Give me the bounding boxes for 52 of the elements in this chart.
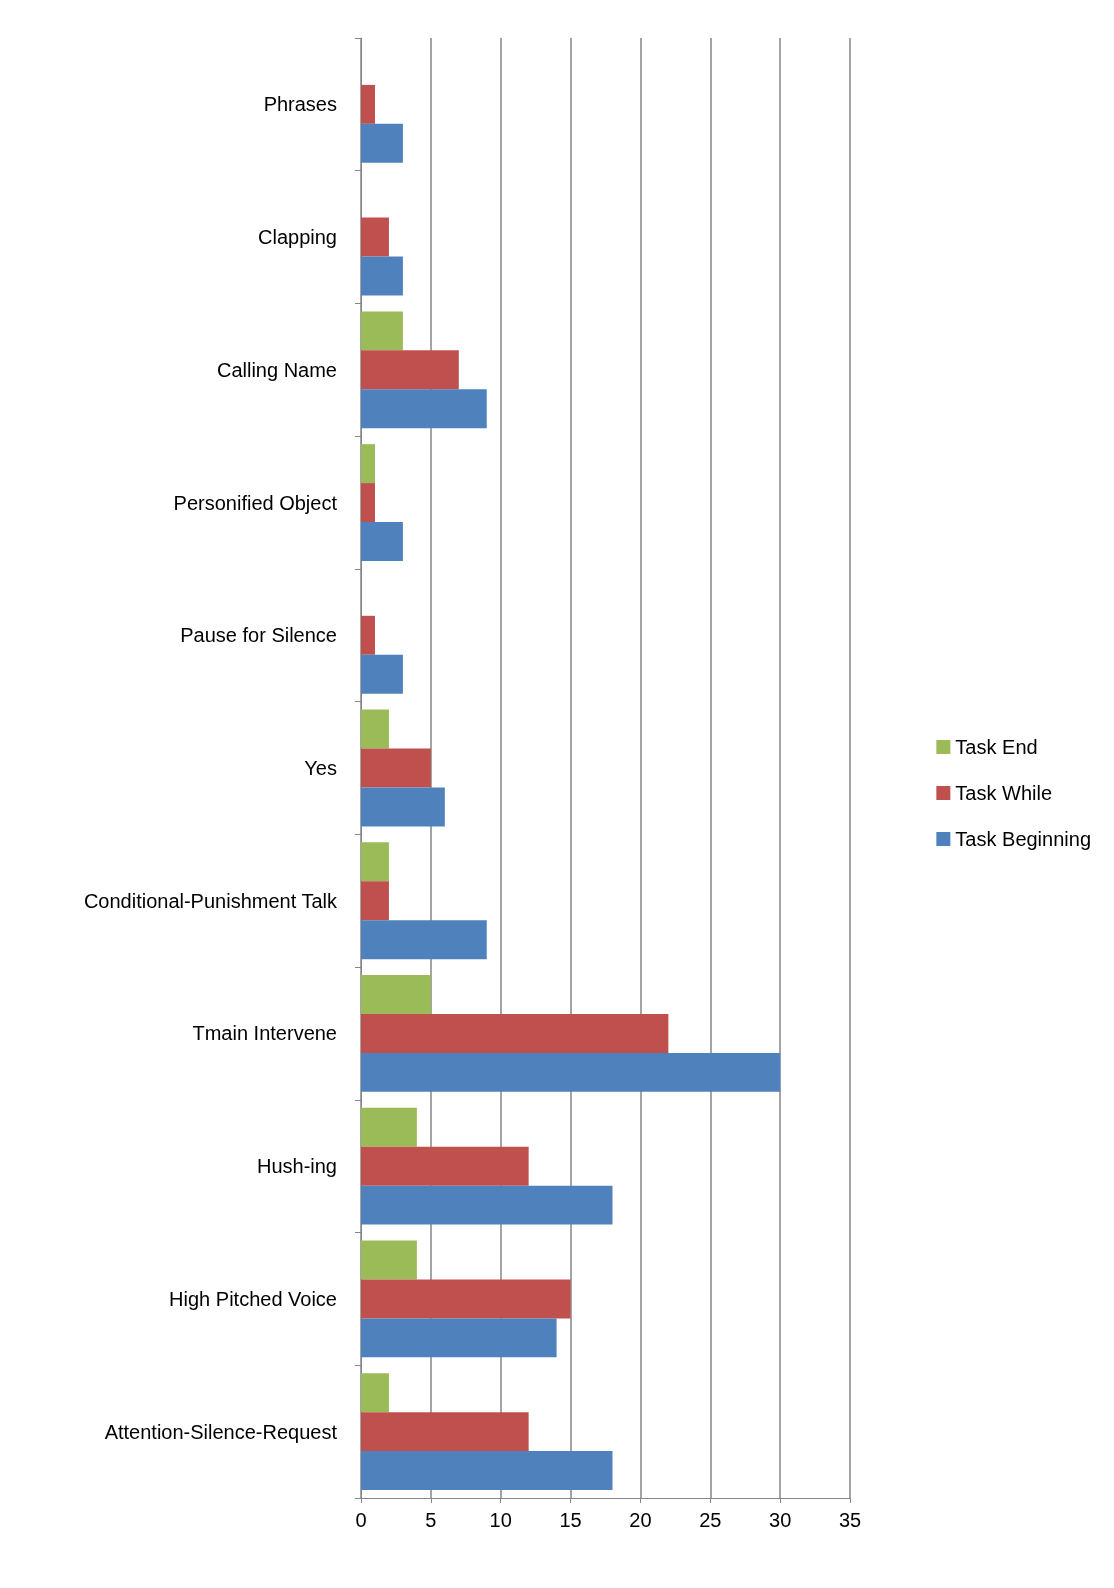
y-tick-label: Pause for Silence [180,624,337,647]
bar [361,1373,389,1413]
bar [361,84,375,124]
bar [361,709,389,749]
y-tick-label: Clapping [258,226,337,249]
bar [361,1240,417,1280]
bar [361,123,403,163]
bar [361,350,459,390]
bar [361,1146,529,1186]
y-tick-label: Hush-ing [256,1155,337,1178]
bar [361,842,389,882]
y-tick-label: Calling Name [216,358,337,381]
y-tick-label: Attention-Silence-Request [104,1420,338,1443]
bar [361,311,403,351]
y-tick-label: Personified Object [173,491,338,514]
y-tick-label: Conditional-Punishment Talk [83,889,338,912]
bar [361,522,403,561]
bar [361,975,431,1014]
x-tick-label: 35 [838,1509,862,1531]
bar [361,444,375,484]
bar [361,1107,417,1147]
bar [361,1412,529,1452]
x-tick-label: 30 [769,1509,792,1531]
y-tick-label: Tmain Intervene [192,1022,337,1045]
x-tick-label: 10 [489,1509,512,1531]
bar [361,1451,613,1491]
bar [361,1013,669,1053]
bar [361,881,389,921]
y-tick-label: High Pitched Voice [169,1287,337,1310]
x-tick-label: 5 [425,1509,437,1531]
legend-label: Task While [955,782,1053,804]
bar [361,920,487,960]
bar [361,748,431,788]
bar [361,615,375,655]
bar [361,654,403,694]
x-tick-label: 25 [699,1509,722,1531]
bar [361,1185,613,1225]
bar [361,1318,557,1358]
y-tick-label: Phrases [263,93,337,116]
bar [361,483,375,523]
bar [361,787,445,827]
y-tick-label: Yes [304,757,337,779]
bar [361,1279,571,1319]
legend-label: Task End [955,736,1038,758]
x-tick-label: 15 [559,1509,582,1531]
bar [361,217,389,257]
bar [361,389,487,429]
bar [361,256,403,296]
legend-label: Task Beginning [955,828,1092,850]
x-tick-label: 20 [629,1509,652,1531]
bar [361,1052,781,1092]
x-tick-label: 0 [355,1509,367,1531]
